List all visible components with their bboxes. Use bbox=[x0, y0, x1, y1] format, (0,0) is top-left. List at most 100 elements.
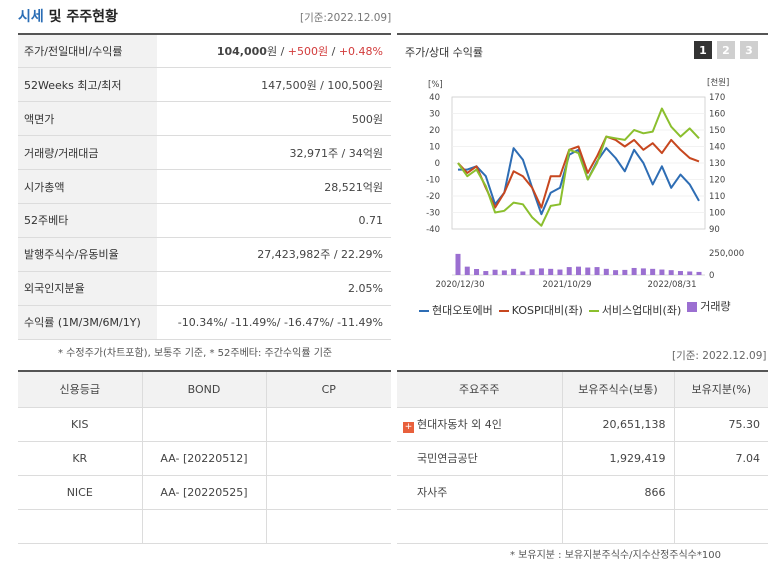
right-tick-label: 100 bbox=[709, 209, 725, 219]
right-tick-label: 130 bbox=[709, 159, 725, 169]
price-info-table: 주가/전일대비/수익률 104,000원 / +500원 / +0.48% 52… bbox=[18, 33, 391, 340]
info-row: 52주베타 0.71 bbox=[18, 203, 391, 238]
holders-header: 주요주주 bbox=[397, 370, 563, 408]
volume-bar bbox=[566, 267, 572, 275]
holder-name: 현대자동차 외 4인 bbox=[417, 417, 502, 431]
left-tick-label: -10 bbox=[426, 176, 440, 186]
volume-bar bbox=[520, 271, 526, 275]
volume-bar bbox=[622, 269, 628, 275]
volume-bar bbox=[474, 269, 480, 275]
info-row: 액면가 500원 bbox=[18, 101, 391, 137]
left-tick-label: 10 bbox=[429, 143, 440, 153]
left-axis-unit: [%] bbox=[428, 80, 443, 90]
legend-label: KOSPI대비(좌) bbox=[511, 304, 583, 317]
left-tick-label: -20 bbox=[426, 192, 440, 202]
volume-bar bbox=[529, 269, 535, 275]
info-value: 27,423,982주 / 22.29% bbox=[157, 237, 391, 272]
right-tick-label: 110 bbox=[709, 192, 725, 202]
volume-bar bbox=[455, 253, 461, 275]
volume-bar bbox=[603, 268, 609, 275]
basis-date: [기준:2022.12.09] bbox=[300, 12, 392, 24]
volume-bar bbox=[501, 270, 507, 275]
info-label: 52주베타 bbox=[18, 203, 157, 238]
info-row: 거래량/거래대금 32,971주 / 34억원 bbox=[18, 135, 391, 171]
info-value: 2.05% bbox=[157, 271, 391, 306]
x-tick-label: 2020/12/30 bbox=[436, 280, 485, 290]
table-row: KR AA- [20220512] bbox=[18, 441, 391, 476]
volume-bar bbox=[696, 271, 702, 275]
volume-bar bbox=[557, 269, 563, 275]
info-row: 주가/전일대비/수익률 104,000원 / +500원 / +0.48% bbox=[18, 33, 391, 69]
table-row bbox=[397, 509, 768, 544]
volume-bar bbox=[677, 271, 683, 275]
price-change: +500원 bbox=[287, 45, 329, 59]
legend-item: 거래량 bbox=[687, 299, 731, 315]
legend-swatch bbox=[498, 310, 509, 312]
price-chart: 403020100-10-20-30-401701601501401301201… bbox=[426, 77, 744, 290]
table-row: 자사주 866 bbox=[397, 475, 768, 510]
chart-title: 주가/상대 수익률 bbox=[405, 46, 484, 59]
info-row: 수익률 (1M/3M/6M/1Y) -10.34%/ -11.49%/ -16.4… bbox=[18, 305, 391, 340]
chart-page-2-button[interactable]: 2 bbox=[717, 41, 735, 59]
legend-label: 거래량 bbox=[700, 300, 731, 313]
price-note: * 수정주가(차트포함), 보통주 기준, * 52주베타: 주간수익률 기준 bbox=[58, 348, 333, 359]
x-tick-label: 2022/08/31 bbox=[648, 280, 697, 290]
right-tick-label: 120 bbox=[709, 176, 725, 186]
info-label: 거래량/거래대금 bbox=[18, 135, 157, 171]
left-tick-label: -40 bbox=[426, 225, 440, 235]
holders-header: 보유지분(%) bbox=[674, 370, 768, 408]
legend-swatch bbox=[588, 310, 599, 312]
legend-label: 현대오토에버 bbox=[432, 304, 493, 317]
left-tick-label: 0 bbox=[435, 159, 440, 169]
price-value: 104,000원 / +500원 / +0.48% bbox=[157, 33, 391, 69]
legend-item: 현대오토에버 bbox=[419, 303, 493, 319]
credit-header: 신용등급 bbox=[18, 370, 143, 408]
info-value: 28,521억원 bbox=[157, 169, 391, 204]
table-row: NICE AA- [20220525] bbox=[18, 475, 391, 510]
left-tick-label: 30 bbox=[429, 110, 440, 120]
volume-bar bbox=[631, 267, 637, 275]
volume-bar bbox=[483, 271, 489, 275]
info-label: 주가/전일대비/수익률 bbox=[18, 33, 157, 69]
info-row: 시가총액 28,521억원 bbox=[18, 169, 391, 204]
volume-bar bbox=[538, 268, 544, 275]
left-tick-label: 40 bbox=[429, 93, 440, 103]
left-tick-label: 20 bbox=[429, 126, 440, 136]
volume-bar bbox=[687, 271, 693, 275]
info-label: 시가총액 bbox=[18, 169, 157, 204]
section-title: 시세 및 주주현황 bbox=[18, 9, 118, 25]
left-tick-label: -30 bbox=[426, 209, 440, 219]
holders-basis-date: [기준: 2022.12.09] bbox=[672, 350, 767, 362]
chart-panel: 주가/상대 수익률 1 2 3 40 30 20 10 0 -10 -20 -30 -40 170… bbox=[397, 33, 768, 343]
info-label: 수익률 (1M/3M/6M/1Y) bbox=[18, 305, 157, 340]
x-tick-label: 2021/10/29 bbox=[543, 280, 592, 290]
chart-page-1-button[interactable]: 1 bbox=[694, 41, 712, 59]
holder-name: 자사주 bbox=[397, 475, 563, 510]
holders-note: * 보유지분 : 보유지분주식수/지수산정주식수*100 bbox=[510, 550, 721, 561]
info-label: 외국인지분율 bbox=[18, 271, 157, 306]
credit-header: CP bbox=[266, 370, 391, 408]
table-row: 국민연금공단 1,929,419 7.04 bbox=[397, 441, 768, 476]
chart-page-3-button[interactable]: 3 bbox=[740, 41, 758, 59]
credit-header: BOND bbox=[142, 370, 267, 408]
holder-name: 국민연금공단 bbox=[397, 441, 563, 476]
volume-bar bbox=[613, 270, 619, 275]
right-tick-label: 90 bbox=[709, 225, 720, 235]
return-value: -10.34%/ -11.49%/ -16.47%/ -11.49% bbox=[157, 305, 391, 340]
legend-item: KOSPI대비(좌) bbox=[498, 303, 583, 319]
right-axis-unit: [천원] bbox=[707, 77, 729, 88]
info-value: 500원 bbox=[157, 101, 391, 137]
expand-plus-icon[interactable]: + bbox=[403, 421, 414, 433]
series-line bbox=[457, 135, 700, 209]
info-label: 52Weeks 최고/최저 bbox=[18, 67, 157, 103]
info-label: 액면가 bbox=[18, 101, 157, 137]
volume-bar bbox=[576, 266, 581, 275]
legend-swatch bbox=[419, 310, 429, 312]
info-value: 0.71 bbox=[157, 203, 391, 238]
info-value: 32,971주 / 34억원 bbox=[157, 135, 391, 171]
series-line bbox=[458, 147, 700, 216]
chart-pager: 1 2 3 bbox=[694, 41, 758, 59]
volume-bar bbox=[650, 268, 656, 275]
legend-item: 서비스업대비(좌) bbox=[588, 303, 681, 319]
right-tick-label: 150 bbox=[709, 126, 725, 136]
